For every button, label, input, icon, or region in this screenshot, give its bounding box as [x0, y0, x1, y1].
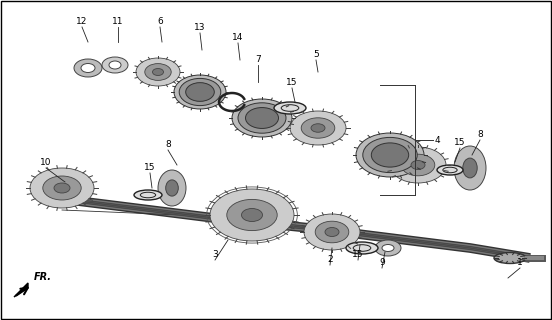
Ellipse shape: [494, 252, 526, 263]
Ellipse shape: [145, 64, 171, 80]
Ellipse shape: [311, 124, 325, 132]
Text: 11: 11: [112, 17, 124, 26]
Ellipse shape: [454, 146, 486, 190]
Ellipse shape: [152, 68, 163, 76]
Ellipse shape: [290, 111, 346, 145]
Text: 12: 12: [76, 17, 88, 26]
Ellipse shape: [227, 199, 277, 231]
Text: 8: 8: [477, 130, 483, 139]
Text: 3: 3: [212, 250, 218, 259]
Ellipse shape: [241, 209, 263, 221]
Ellipse shape: [81, 63, 95, 73]
Ellipse shape: [346, 242, 378, 254]
Ellipse shape: [304, 214, 360, 250]
Ellipse shape: [356, 133, 424, 177]
Ellipse shape: [136, 58, 180, 86]
Ellipse shape: [371, 143, 408, 167]
Ellipse shape: [134, 190, 162, 200]
Text: 4: 4: [435, 135, 440, 145]
Text: 5: 5: [313, 50, 319, 59]
Ellipse shape: [325, 228, 339, 236]
Ellipse shape: [401, 154, 435, 176]
Ellipse shape: [301, 118, 335, 138]
Ellipse shape: [174, 75, 226, 109]
Ellipse shape: [158, 170, 186, 206]
Text: 14: 14: [232, 33, 243, 42]
Text: FR.: FR.: [34, 272, 52, 282]
Ellipse shape: [210, 189, 294, 241]
Ellipse shape: [363, 137, 417, 172]
Ellipse shape: [315, 221, 349, 243]
Ellipse shape: [238, 103, 286, 133]
Text: 2: 2: [327, 255, 333, 264]
Text: 1: 1: [517, 258, 523, 267]
Text: 15: 15: [144, 163, 156, 172]
Ellipse shape: [382, 244, 394, 252]
Ellipse shape: [463, 158, 477, 178]
Ellipse shape: [274, 102, 306, 114]
Ellipse shape: [74, 59, 102, 77]
Ellipse shape: [232, 99, 292, 137]
Ellipse shape: [166, 180, 178, 196]
Ellipse shape: [437, 165, 463, 175]
Text: 9: 9: [379, 258, 385, 267]
Ellipse shape: [43, 176, 81, 200]
Text: 15: 15: [454, 138, 466, 147]
Ellipse shape: [411, 161, 425, 170]
Polygon shape: [14, 283, 28, 297]
Text: 10: 10: [40, 158, 52, 167]
Text: 7: 7: [255, 55, 261, 64]
Text: 6: 6: [157, 17, 163, 26]
Ellipse shape: [185, 83, 214, 101]
Ellipse shape: [246, 108, 279, 128]
Ellipse shape: [102, 57, 128, 73]
Ellipse shape: [375, 240, 401, 256]
Text: 15: 15: [352, 250, 364, 259]
Ellipse shape: [54, 183, 70, 193]
Ellipse shape: [179, 78, 221, 106]
Text: 15: 15: [286, 78, 298, 87]
Ellipse shape: [30, 168, 94, 208]
Ellipse shape: [390, 147, 446, 183]
Ellipse shape: [109, 61, 121, 69]
Text: 8: 8: [165, 140, 171, 149]
Text: 13: 13: [194, 23, 206, 32]
